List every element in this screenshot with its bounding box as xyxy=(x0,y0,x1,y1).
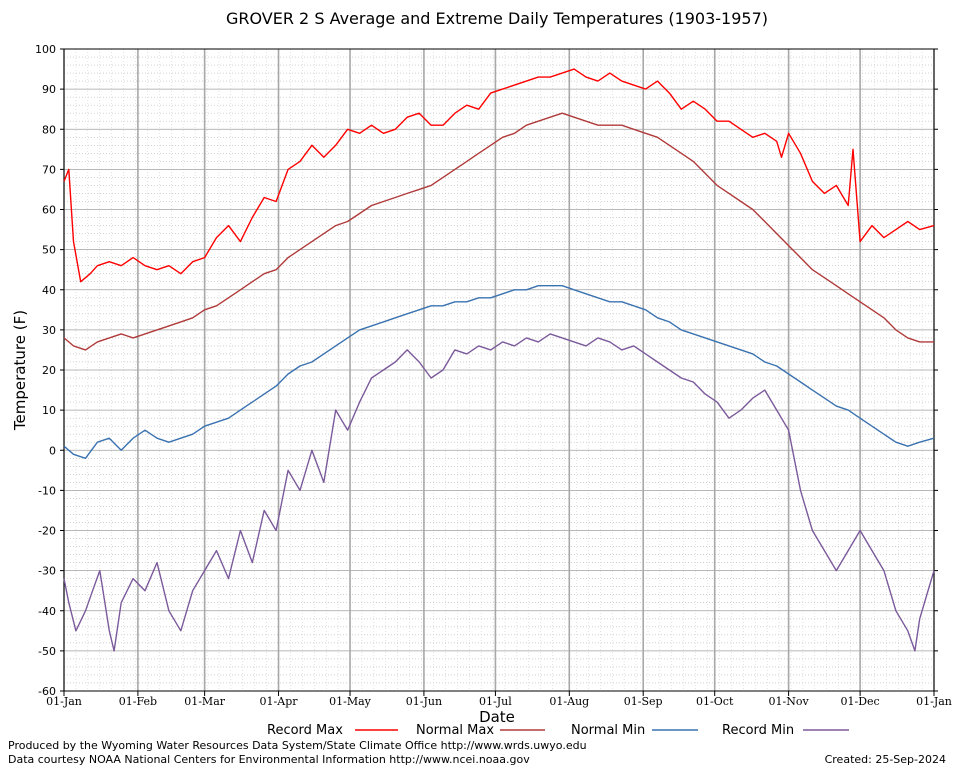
x-tick-label: 01-Sep xyxy=(624,695,663,708)
y-tick-label: 10 xyxy=(42,404,56,417)
x-tick-label: 01-Dec xyxy=(841,695,880,708)
y-tick-label: 80 xyxy=(42,123,56,136)
x-tick-label: 01-Jul xyxy=(479,695,512,708)
y-tick-label: -10 xyxy=(38,484,56,497)
y-tick-label: -60 xyxy=(38,685,56,698)
x-tick-label: 01-Nov xyxy=(769,695,810,708)
y-tick-label: -20 xyxy=(38,525,56,538)
x-tick-label: 01-Jan xyxy=(46,695,82,708)
series-line-record-min xyxy=(63,333,935,652)
x-tick-label: 01-Oct xyxy=(696,695,734,708)
legend-label: Normal Max xyxy=(416,723,494,738)
series-line-normal-min xyxy=(63,285,935,459)
x-tick-label: 01-Mar xyxy=(184,695,226,708)
legend-label: Normal Min xyxy=(571,723,645,738)
y-tick-label: 0 xyxy=(49,444,56,457)
x-tick-label: 01-Aug xyxy=(549,695,589,708)
series-line-normal-max xyxy=(63,112,934,351)
y-axis-label: Temperature (F) xyxy=(11,310,29,431)
y-tick-label: 60 xyxy=(42,204,56,217)
chart-title: GROVER 2 S Average and Extreme Daily Tem… xyxy=(226,9,768,28)
footer-courtesy: Data courtesy NOAA National Centers for … xyxy=(8,753,530,766)
x-tick-label: 01-May xyxy=(329,695,372,708)
x-axis: 01-Jan 01-Feb 01-Mar 01-Apr 01-May 01-Jun 01-J… xyxy=(46,691,952,708)
series-line-record-max xyxy=(63,68,935,283)
legend: Record Max Normal Max Normal Min Record Min xyxy=(267,723,849,738)
legend-label: Record Min xyxy=(722,723,794,738)
y-tick-label: 70 xyxy=(42,163,56,176)
x-axis-label: Date xyxy=(479,708,515,726)
y-tick-label: 50 xyxy=(42,244,56,257)
x-tick-label: 01-Jan xyxy=(916,695,952,708)
footer-produced-by: Produced by the Wyoming Water Resources … xyxy=(8,739,587,752)
x-tick-label: 01-Jun xyxy=(406,695,442,708)
x-tick-label: 01-Apr xyxy=(260,695,299,708)
y-tick-label: -50 xyxy=(38,645,56,658)
footer-created: Created: 25-Sep-2024 xyxy=(824,753,946,766)
legend-label: Record Max xyxy=(267,723,343,738)
y-tick-label: -30 xyxy=(38,565,56,578)
y-tick-label: -40 xyxy=(38,605,56,618)
y-tick-label: 30 xyxy=(42,324,56,337)
y-tick-label: 20 xyxy=(42,364,56,377)
x-tick-label: 01-Feb xyxy=(119,695,157,708)
y-tick-label: 40 xyxy=(42,284,56,297)
series-lines xyxy=(63,68,935,652)
y-tick-label: 100 xyxy=(35,43,56,56)
y-tick-label: 90 xyxy=(42,83,56,96)
